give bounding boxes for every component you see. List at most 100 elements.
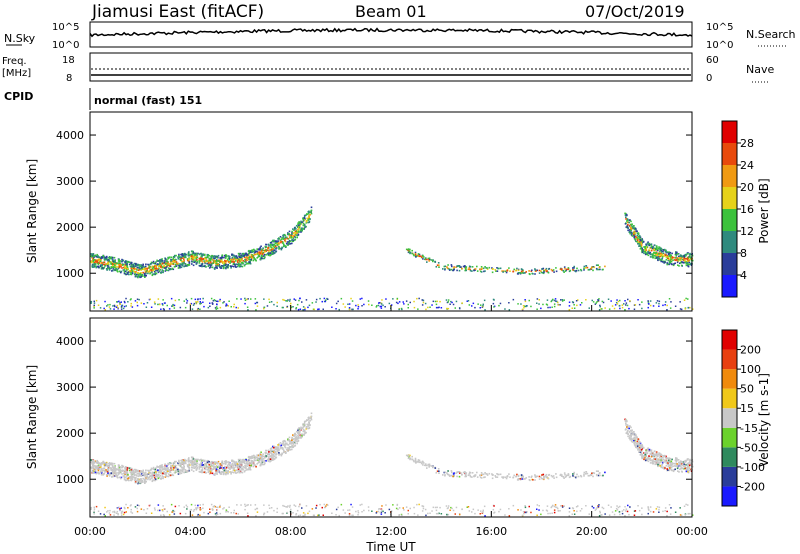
power-cell xyxy=(435,303,438,306)
velocity-cell xyxy=(145,481,147,483)
power-cell xyxy=(472,302,475,305)
power-cell xyxy=(99,264,102,266)
power-cell xyxy=(497,267,499,270)
power-cell xyxy=(267,252,270,254)
power-cell xyxy=(93,263,96,266)
power-cell xyxy=(659,250,661,253)
power-cell xyxy=(686,261,688,264)
velocity-cell xyxy=(150,469,152,471)
power-cell xyxy=(293,298,295,300)
power-cell xyxy=(195,263,198,265)
power-cell xyxy=(175,265,178,267)
power-cell xyxy=(680,256,683,259)
power-cell xyxy=(552,298,554,301)
power-cell xyxy=(263,306,266,309)
power-ylabel: Slant Range [km] xyxy=(25,159,39,263)
power-cell xyxy=(125,273,128,276)
power-cell xyxy=(97,254,99,257)
power-cell xyxy=(473,269,475,272)
power-cell xyxy=(484,309,486,311)
power-cell xyxy=(471,266,474,268)
power-cell xyxy=(166,261,169,263)
velocity-cell xyxy=(216,473,218,475)
power-cell xyxy=(195,252,198,255)
velocity-cell xyxy=(263,461,265,463)
power-cell xyxy=(413,300,415,303)
power-cell xyxy=(559,304,561,306)
power-cell xyxy=(157,298,160,300)
power-cell xyxy=(664,304,666,306)
velocity-cell xyxy=(685,468,688,471)
power-cell xyxy=(213,257,216,260)
power-cell xyxy=(208,261,210,263)
power-cell xyxy=(220,265,222,268)
velocity-cell xyxy=(661,467,664,469)
power-cell xyxy=(267,251,270,253)
power-cell xyxy=(109,308,112,310)
power-cell xyxy=(629,226,632,229)
velocity-cell xyxy=(254,464,256,466)
power-cell xyxy=(653,251,655,254)
colorbar-swatch xyxy=(722,121,737,143)
velocity-cell xyxy=(276,447,278,450)
power-cell xyxy=(675,255,678,257)
power-cell xyxy=(123,270,126,273)
power-cell xyxy=(188,261,190,263)
power-cell xyxy=(210,264,213,266)
power-cell xyxy=(118,262,121,265)
power-cell xyxy=(529,273,531,276)
velocity-cell xyxy=(262,458,264,460)
velocity-cell xyxy=(669,459,671,462)
velocity-cell xyxy=(226,472,228,474)
power-cell xyxy=(633,304,636,306)
velocity-cell xyxy=(106,465,109,468)
velocity-cell xyxy=(108,465,110,468)
velocity-cell xyxy=(267,455,269,457)
power-cell xyxy=(450,268,453,271)
velocity-cell xyxy=(154,473,157,476)
power-cell xyxy=(553,271,555,273)
power-cell xyxy=(474,306,476,309)
velocity-cell xyxy=(178,459,180,462)
velocity-cell xyxy=(254,457,256,460)
power-cell xyxy=(269,254,271,256)
velocity-cell xyxy=(207,470,210,473)
power-cell xyxy=(199,301,201,303)
power-cell xyxy=(189,303,192,305)
power-cell xyxy=(252,255,254,257)
power-cell xyxy=(242,254,244,257)
power-cell xyxy=(146,302,149,304)
power-cell xyxy=(223,254,226,257)
power-cell xyxy=(237,307,239,309)
velocity-cell xyxy=(139,480,142,482)
power-cell xyxy=(297,228,299,231)
power-cell xyxy=(202,253,204,255)
power-cell xyxy=(183,300,185,302)
velocity-cell xyxy=(164,464,167,466)
power-cell xyxy=(112,260,115,262)
power-cell xyxy=(192,264,195,267)
power-cell xyxy=(692,308,694,310)
velocity-cell xyxy=(115,473,117,476)
velocity-cell xyxy=(302,430,305,433)
power-cell xyxy=(498,304,500,307)
power-cell xyxy=(120,301,122,303)
power-cell xyxy=(438,306,440,309)
velocity-cell xyxy=(104,464,107,467)
power-cell xyxy=(669,251,672,254)
power-cell xyxy=(211,255,214,258)
power-cell xyxy=(97,256,100,258)
velocity-cell xyxy=(215,469,217,472)
power-cell xyxy=(657,254,659,257)
velocity-cell xyxy=(626,426,628,428)
velocity-cell xyxy=(299,430,301,432)
power-cell xyxy=(285,300,287,302)
power-cell xyxy=(97,265,99,268)
velocity-cell xyxy=(171,466,174,469)
velocity-cell xyxy=(191,469,193,471)
power-cell xyxy=(283,243,285,246)
power-cell xyxy=(644,247,647,250)
velocity-cell xyxy=(291,446,294,449)
power-cell xyxy=(115,262,118,265)
power-cell xyxy=(655,245,658,247)
